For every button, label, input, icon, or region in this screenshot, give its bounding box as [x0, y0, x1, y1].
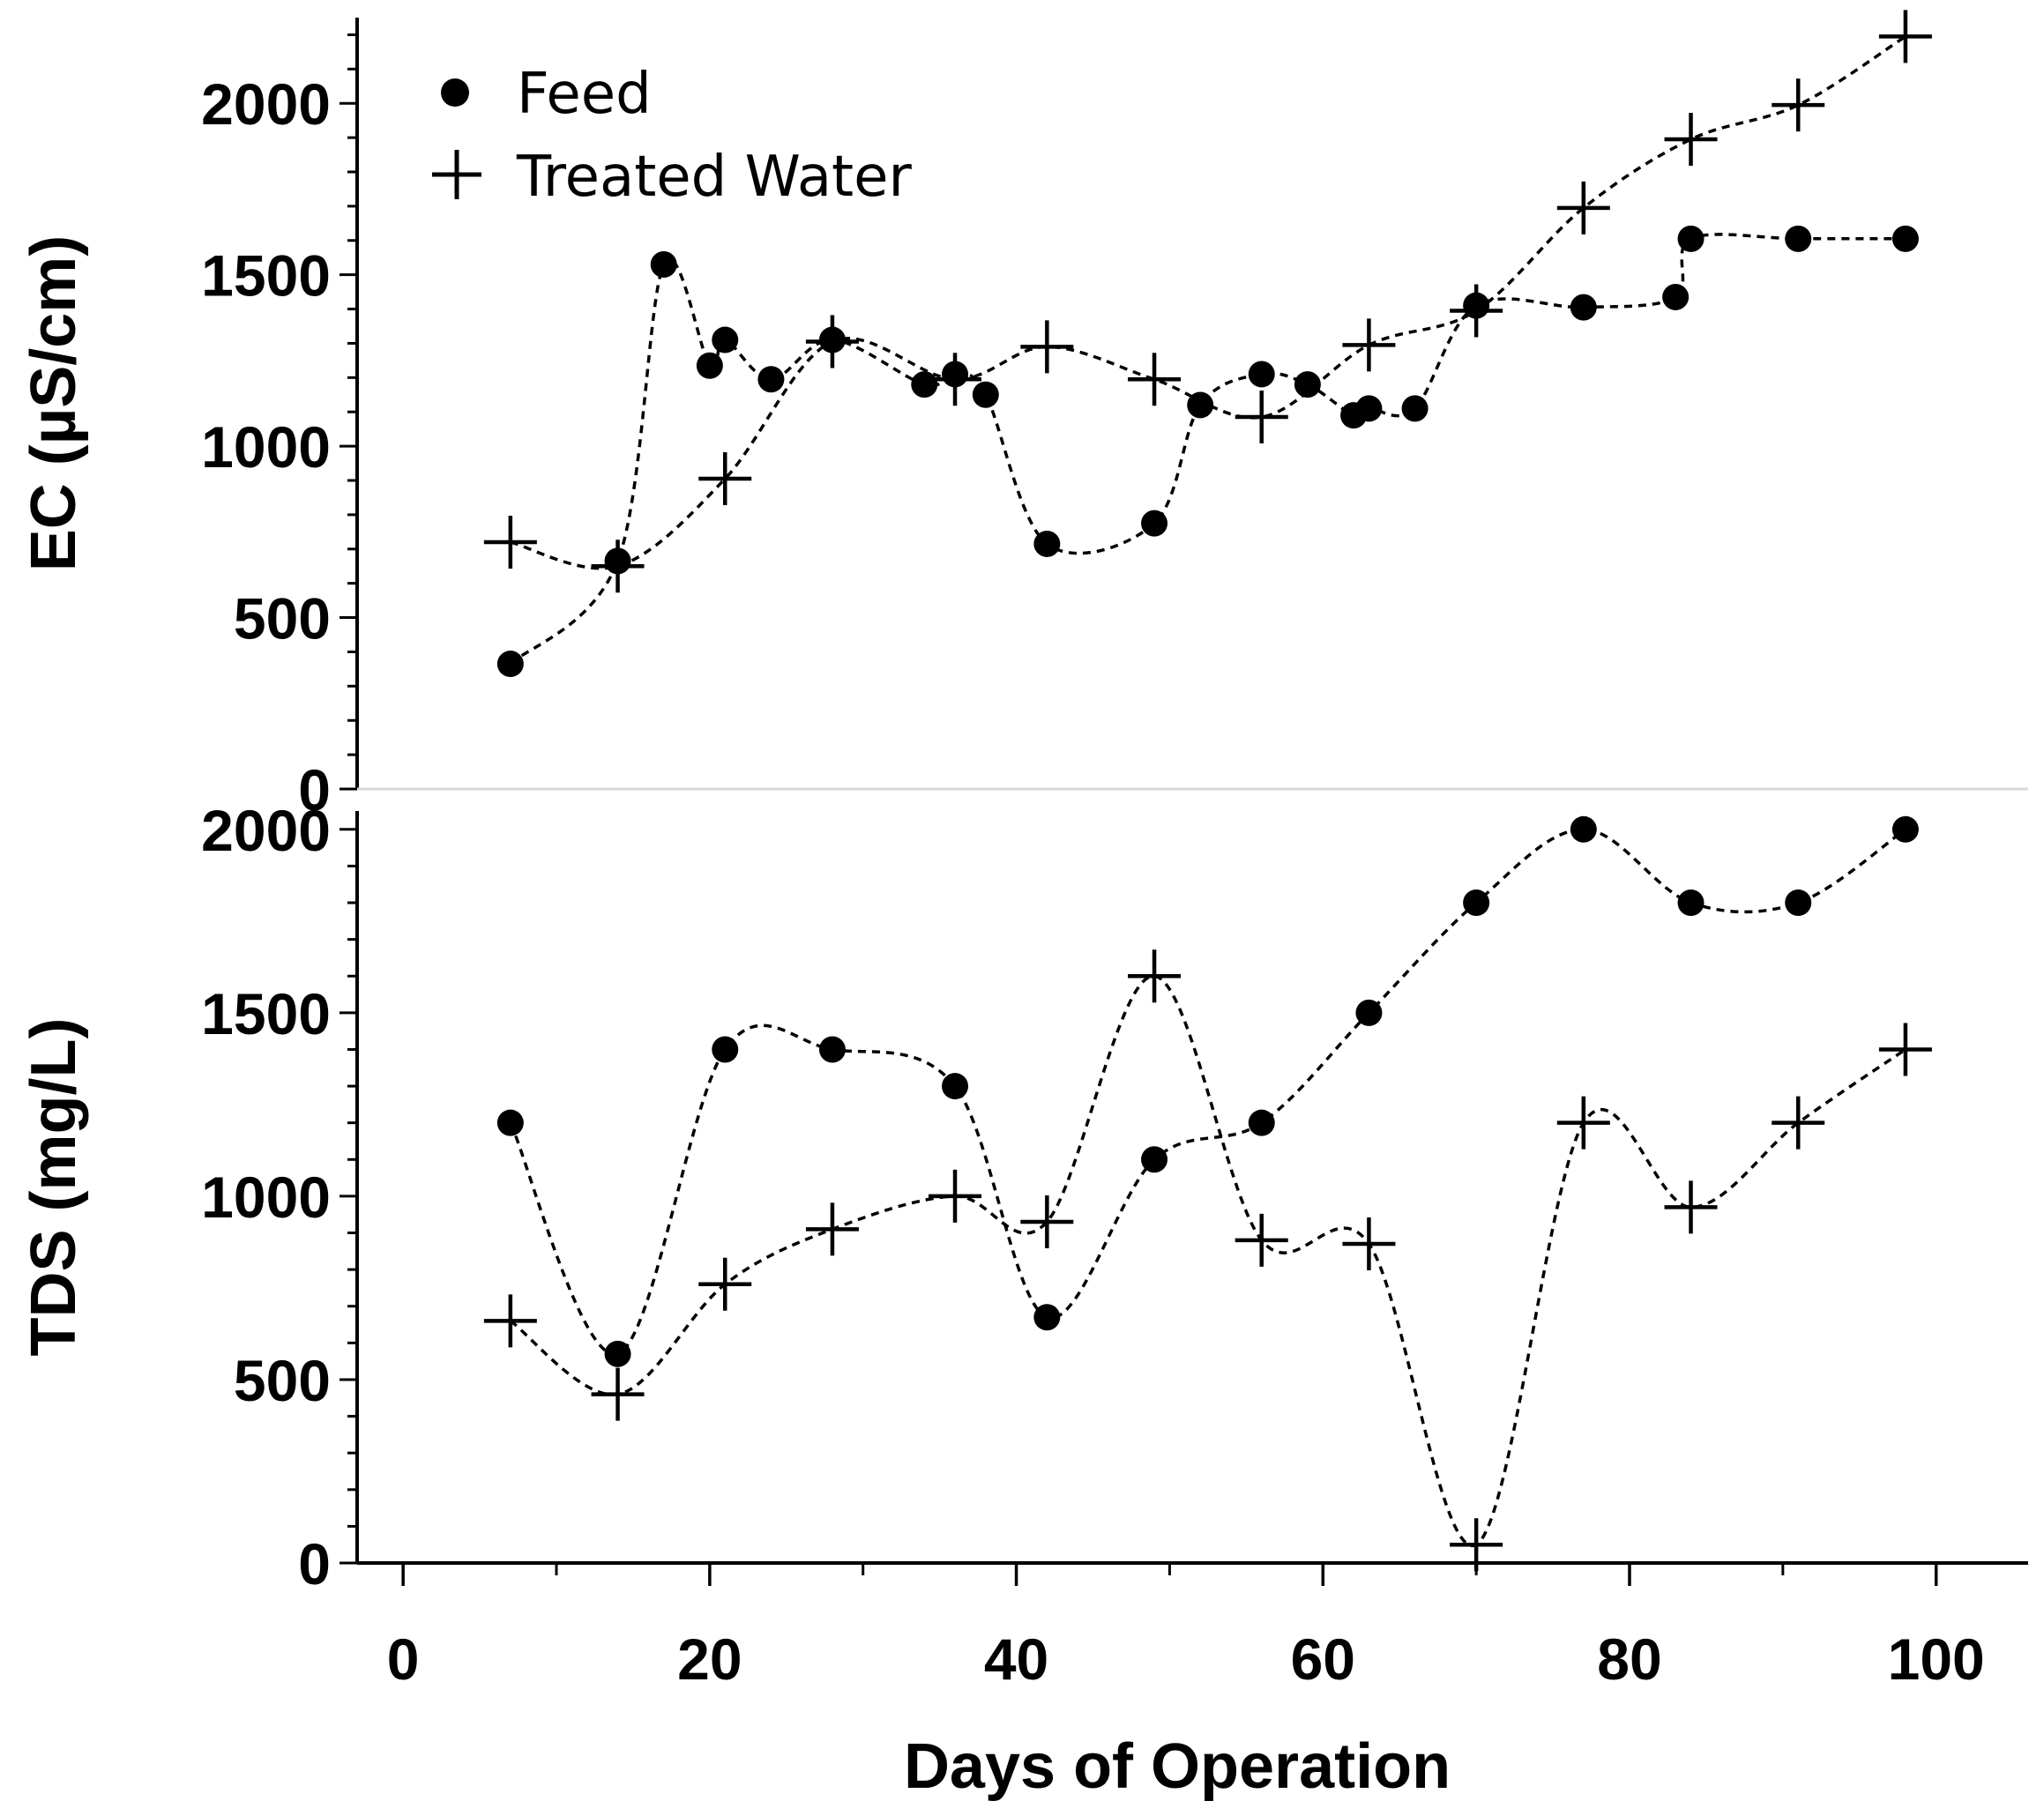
x-tick-label: 20: [677, 1626, 742, 1692]
tds-treated-water-point: [1235, 1213, 1288, 1267]
tds-treated-water-line: [509, 974, 1906, 1548]
tds-feed-point: [1248, 1109, 1275, 1136]
tds-feed-point: [1033, 1304, 1061, 1331]
ec-feed-point: [1785, 225, 1812, 252]
ec-panel: 0 500 1000 1500 2000 EC (µS/cm): [19, 10, 2028, 822]
tds-y-tick-label: 1000: [201, 1165, 331, 1230]
ec-y-tick-label: 0: [298, 757, 331, 822]
legend-treated-marker: [432, 150, 481, 199]
ec-feed-point: [972, 381, 999, 408]
tds-feed-point: [1677, 889, 1705, 917]
ec-y-tick-label: 1500: [201, 243, 331, 309]
tds-feed-point: [1891, 815, 1919, 843]
x-axis-label: Days of Operation: [904, 1731, 1451, 1802]
ec-y-tick-label: 1000: [201, 414, 331, 480]
x-tick-label: 0: [387, 1626, 420, 1692]
tds-treated-water-point: [1020, 1195, 1074, 1249]
ec-treated-water-point: [1878, 10, 1932, 63]
ec-treated-water-point: [483, 516, 537, 569]
ec-y-axis-label: EC (µS/cm): [19, 235, 89, 572]
legend-feed-label: Feed: [517, 62, 652, 127]
ec-feed-point: [1677, 225, 1705, 252]
tds-feed-point: [942, 1073, 969, 1100]
ec-feed-point: [1355, 395, 1383, 422]
ec-feed-point: [1401, 395, 1429, 422]
tds-feed-point: [604, 1340, 631, 1367]
ec-feed-point: [757, 366, 785, 393]
legend: Feed Treated Water: [432, 62, 913, 210]
ec-feed-point: [1033, 530, 1061, 557]
tds-treated-water-point: [1878, 1023, 1932, 1076]
ec-treated-water-line: [510, 34, 1906, 570]
ec-treated-water-point: [805, 315, 859, 368]
ec-treated-water-point: [1235, 391, 1288, 444]
tds-feed-point: [818, 1036, 846, 1063]
ec-feed-point: [1570, 294, 1597, 321]
ec-treated-water-point: [698, 452, 752, 506]
tds-feed-line: [509, 828, 1906, 1356]
tds-treated-water-point: [1128, 949, 1182, 1003]
ec-treated-water-point: [1772, 78, 1825, 132]
tds-treated-water-point: [591, 1367, 645, 1421]
tds-treated-water-point: [929, 1169, 982, 1223]
ec-feed-point: [1141, 510, 1168, 537]
tds-feed-point: [712, 1036, 739, 1063]
tds-panel: 0 500 1000 1500 2000 TDS (mg/L): [19, 798, 1932, 1596]
x-tick-label: 40: [984, 1626, 1048, 1692]
ec-feed-point: [1662, 283, 1690, 310]
tds-y-tick-label: 0: [298, 1531, 331, 1596]
tds-feed-point: [1463, 889, 1490, 917]
tds-y-tick-label: 2000: [201, 798, 331, 863]
legend-feed-marker: [441, 78, 469, 107]
ec-treated-water-point: [1664, 113, 1718, 167]
ec-y-tick-label: 500: [234, 586, 331, 651]
legend-treated-label: Treated Water: [516, 145, 913, 210]
ec-treated-water-point: [591, 540, 645, 593]
ec-feed-point: [712, 326, 739, 354]
tds-feed-point: [496, 1109, 524, 1136]
ec-feed-point: [1891, 225, 1919, 252]
x-tick-label: 60: [1291, 1626, 1355, 1692]
tds-treated-water-point: [1556, 1096, 1610, 1150]
ec-treated-water-point: [1556, 181, 1610, 234]
ec-feed-point: [696, 352, 723, 379]
tds-treated-water-point: [1664, 1180, 1718, 1234]
ec-feed-point: [496, 651, 524, 678]
ec-feed-point: [650, 251, 677, 278]
ec-treated-water-point: [929, 353, 982, 406]
x-axis: 0 20 40 60 80 100: [357, 1561, 2028, 1692]
tds-feed-point: [1570, 815, 1597, 843]
ec-treated-water-point: [1128, 353, 1182, 406]
tds-treated-water-point: [1342, 1217, 1396, 1270]
tds-feed-point: [1355, 999, 1383, 1026]
ec-feed-point: [1248, 361, 1275, 388]
ec-feed-line: [509, 233, 1906, 666]
tds-feed-point: [1785, 889, 1812, 917]
tds-feed-point: [1141, 1146, 1168, 1173]
x-tick-label: 100: [1888, 1626, 1985, 1692]
tds-treated-water-point: [1772, 1096, 1825, 1150]
tds-treated-water-point: [483, 1294, 537, 1348]
tds-y-tick-label: 500: [234, 1348, 331, 1413]
tds-y-axis-label: TDS (mg/L): [19, 1018, 89, 1357]
ec-treated-water-point: [1450, 284, 1503, 338]
ec-y-tick-label: 2000: [201, 71, 331, 137]
ec-treated-water-point: [1020, 320, 1074, 374]
ec-feed-point: [1294, 371, 1321, 398]
tds-treated-water-point: [698, 1257, 752, 1311]
tds-treated-water-point: [805, 1202, 859, 1256]
x-tick-label: 80: [1597, 1626, 1661, 1692]
ec-feed-point: [1187, 391, 1214, 419]
tds-y-tick-label: 1500: [201, 981, 331, 1046]
ec-treated-water-point: [1342, 318, 1396, 372]
